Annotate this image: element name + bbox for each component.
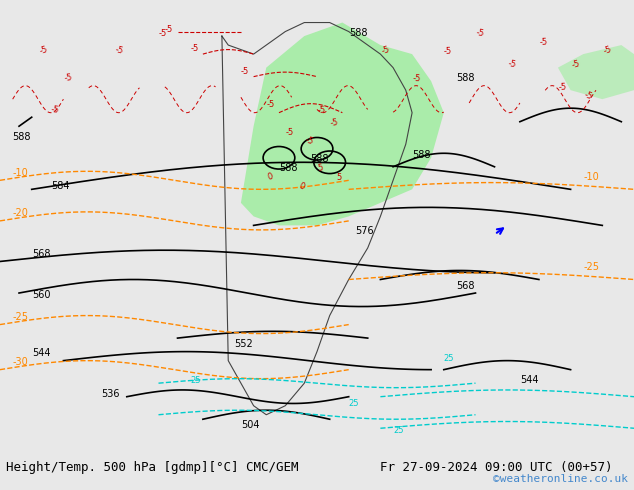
Text: Fr 27-09-2024 09:00 UTC (00+57): Fr 27-09-2024 09:00 UTC (00+57) (380, 461, 613, 474)
Text: -25: -25 (583, 263, 599, 272)
Text: 588: 588 (311, 154, 329, 164)
Text: 25: 25 (393, 426, 404, 435)
Text: -5: -5 (51, 105, 60, 115)
Text: -5: -5 (165, 24, 173, 33)
Text: 588: 588 (13, 132, 31, 142)
Text: 5: 5 (317, 163, 324, 173)
Text: -5: -5 (571, 59, 581, 70)
Text: 588: 588 (349, 28, 367, 38)
Text: -5: -5 (190, 44, 198, 53)
Text: -5: -5 (317, 105, 326, 115)
Text: ©weatheronline.co.uk: ©weatheronline.co.uk (493, 474, 628, 484)
Text: 584: 584 (51, 181, 69, 191)
Text: -5: -5 (285, 128, 294, 137)
Text: -10: -10 (583, 172, 599, 182)
Text: -5: -5 (507, 59, 517, 70)
Text: 5: 5 (336, 173, 341, 182)
Text: -5: -5 (558, 83, 567, 92)
Text: -5: -5 (583, 90, 594, 101)
Text: -30: -30 (13, 357, 29, 367)
Text: -5: -5 (241, 67, 249, 76)
Text: 552: 552 (235, 339, 254, 349)
Text: 568: 568 (456, 280, 475, 291)
Text: -5: -5 (266, 100, 275, 109)
Text: 25: 25 (349, 399, 359, 408)
Text: 536: 536 (101, 389, 120, 399)
Text: Height/Temp. 500 hPa [gdmp][°C] CMC/GEM: Height/Temp. 500 hPa [gdmp][°C] CMC/GEM (6, 461, 299, 474)
Text: -5: -5 (602, 45, 613, 56)
Text: -5: -5 (304, 135, 315, 146)
Text: -5: -5 (63, 73, 73, 83)
Polygon shape (241, 23, 444, 225)
Text: -5: -5 (158, 29, 167, 38)
Text: 544: 544 (520, 375, 538, 385)
Text: 504: 504 (241, 420, 259, 430)
Polygon shape (558, 45, 634, 99)
Text: 560: 560 (32, 290, 50, 299)
Text: 568: 568 (32, 249, 50, 259)
Text: 576: 576 (355, 226, 373, 236)
Text: 588: 588 (456, 73, 475, 83)
Text: 544: 544 (32, 348, 50, 358)
Text: -5: -5 (412, 74, 421, 83)
Text: -5: -5 (330, 118, 339, 128)
Text: -5: -5 (539, 38, 548, 47)
Text: -5: -5 (380, 45, 391, 56)
Text: 25: 25 (444, 354, 455, 363)
Text: -25: -25 (13, 312, 29, 322)
Text: -5: -5 (476, 28, 485, 38)
Text: -20: -20 (13, 208, 29, 219)
Text: -5: -5 (114, 46, 124, 56)
Text: -5: -5 (38, 45, 49, 56)
Text: 588: 588 (412, 150, 430, 160)
Text: 0: 0 (266, 172, 274, 182)
Text: -10: -10 (13, 168, 29, 178)
Text: -5: -5 (444, 47, 453, 56)
Text: 0: 0 (298, 181, 306, 191)
Text: 25: 25 (190, 376, 201, 385)
Text: 588: 588 (279, 163, 297, 173)
